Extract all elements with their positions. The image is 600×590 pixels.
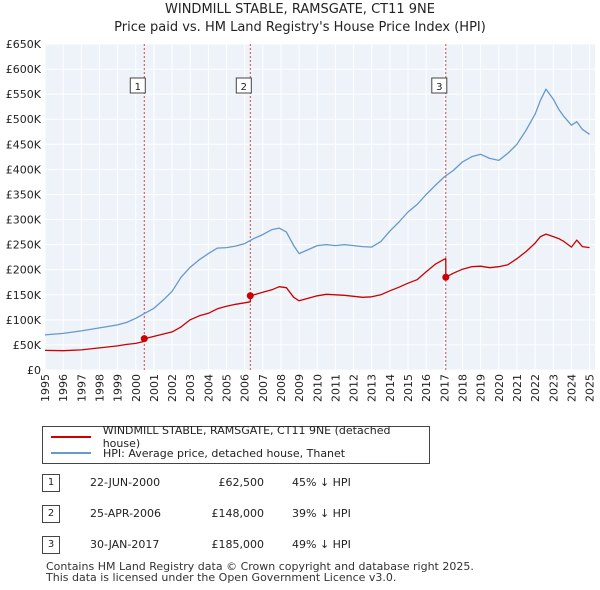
legend: WINDMILL STABLE, RAMSGATE, CT11 9NE (det… [42,424,430,464]
transaction-price: £62,500 [218,476,265,489]
transaction-point [140,335,148,343]
y-tick-label: £50K [13,339,42,352]
x-tick-label: 2009 [293,374,306,402]
transaction-badge: 1 [42,474,60,492]
x-tick-label: 2012 [348,374,361,402]
x-tick-label: 1996 [57,374,70,402]
transaction-marker-box [235,77,252,94]
plot-area [45,44,595,370]
attribution-line-1: Contains HM Land Registry data © Crown c… [46,560,474,573]
x-tick-label: 1999 [112,374,125,402]
y-tick-label: £0 [27,364,41,377]
transaction-badge: 2 [42,505,60,523]
y-tick-label: £400K [6,163,42,176]
y-tick-label: £350K [6,188,42,201]
transaction-point [442,273,450,281]
transaction-marker-label: 1 [135,82,141,93]
x-tick-label: 2016 [420,374,433,402]
transaction-date: 30-JAN-2017 [90,538,160,551]
x-tick-label: 2008 [275,374,288,402]
attribution: Contains HM Land Registry data © Crown c… [46,561,474,583]
x-tick-label: 2020 [493,374,506,402]
transaction-marker-label: 2 [241,82,247,93]
x-tick-label: 2001 [148,374,161,402]
transaction-marker-box [129,77,146,94]
x-tick-label: 2024 [565,374,578,402]
attribution-line-2: This data is licensed under the Open Gov… [46,571,397,584]
x-tick-label: 2004 [202,374,215,402]
y-tick-label: £250K [6,239,42,252]
x-tick-label: 2005 [221,374,234,402]
y-tick-label: £600K [6,63,42,76]
x-tick-label: 2018 [456,374,469,402]
transaction-date: 22-JUN-2000 [90,476,161,489]
x-tick-label: 2003 [184,374,197,402]
x-tick-label: 2021 [511,374,524,402]
x-tick-label: 2025 [584,374,597,402]
x-tick-label: 1998 [93,374,106,402]
transaction-badge: 3 [42,536,60,554]
legend-swatch-hpi [51,452,91,454]
x-tick-label: 2013 [366,374,379,402]
hpi-line [44,88,590,336]
y-tick-label: £300K [6,214,42,227]
transaction-marker-label: 3 [436,82,442,93]
legend-item-property: WINDMILL STABLE, RAMSGATE, CT11 9NE (det… [51,424,429,450]
legend-label-property: WINDMILL STABLE, RAMSGATE, CT11 9NE (det… [102,424,391,450]
x-tick-label: 2007 [257,374,270,402]
x-tick-label: 2006 [239,374,252,402]
transaction-date: 25-APR-2006 [90,507,162,520]
y-tick-label: £550K [6,88,42,101]
x-tick-label: 1997 [75,374,88,402]
x-tick-label: 2022 [529,374,542,402]
y-tick-label: £100K [6,314,42,327]
chart-subtitle: Price paid vs. HM Land Registry's House … [114,20,486,35]
x-tick-label: 2014 [384,374,397,402]
legend-item-hpi: HPI: Average price, detached house, Than… [51,445,345,461]
x-tick-label: 2011 [329,374,342,402]
y-tick-label: £200K [6,264,42,277]
transaction-hpi-diff: 45% ↓ HPI [292,476,351,489]
legend-swatch-property [51,436,91,438]
x-tick-label: 2010 [311,374,324,402]
x-tick-label: 2019 [475,374,488,402]
x-tick-label: 2000 [130,374,143,402]
x-tick-label: 2017 [438,374,451,402]
y-tick-label: £500K [6,113,42,126]
transaction-point [246,292,254,300]
x-tick-label: 1995 [39,374,52,402]
property-price-line [44,233,590,352]
y-tick-label: £450K [6,138,42,151]
price-chart: £0 £50K £100K £150K £200K £250K £300K £350K £400… [6,38,597,402]
x-tick-label: 2023 [547,374,560,402]
transaction-price: £148,000 [211,507,265,520]
chart-title: WINDMILL STABLE, RAMSGATE, CT11 9NE [165,2,435,17]
y-tick-label: £150K [6,289,42,302]
transaction-price: £185,000 [211,538,265,551]
y-tick-label: £650K [6,38,42,51]
transaction-hpi-diff: 49% ↓ HPI [292,538,351,551]
x-tick-label: 2015 [402,374,415,402]
transaction-marker-box [431,77,448,94]
x-tick-label: 2002 [166,374,179,402]
transaction-hpi-diff: 39% ↓ HPI [292,507,351,520]
legend-label-hpi: HPI: Average price, detached house, Than… [103,446,346,460]
